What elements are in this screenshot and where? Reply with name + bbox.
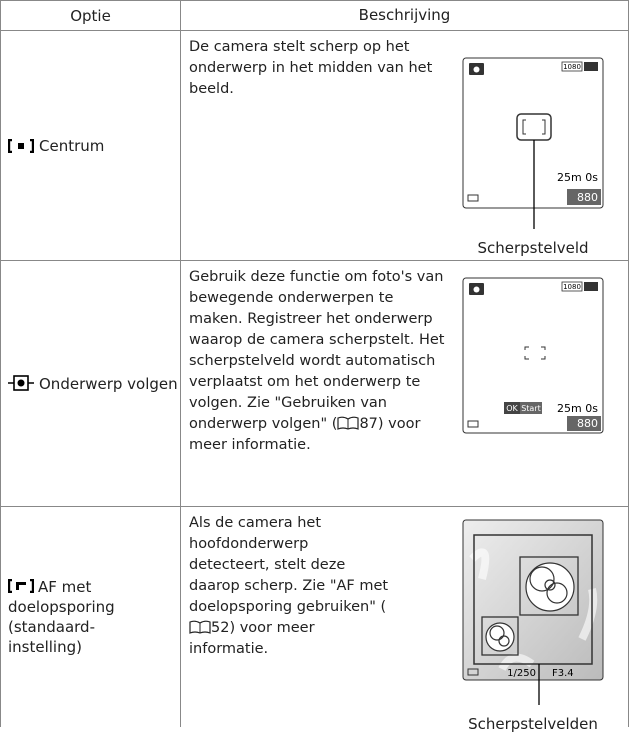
- remaining-time: 25m 0s: [557, 171, 598, 184]
- camera-screen: 1080 25m 0s 880: [462, 57, 604, 229]
- target-finding-icon: [7, 578, 35, 594]
- shots-remaining: 880: [577, 191, 598, 204]
- ok-button: OK: [506, 404, 518, 413]
- description-text: Gebruik deze functie om foto's van beweg…: [189, 269, 445, 432]
- book-icon: [189, 620, 211, 634]
- description-cell: 1080 OK Start 25m 0s 880 Gebruik deze fu…: [181, 261, 628, 506]
- figure: 1080 OK Start 25m 0s 880: [458, 277, 608, 444]
- figure: 1/250 F3.4 Scherpstelvelden: [458, 519, 608, 735]
- resolution: 1080: [563, 63, 581, 71]
- header-option: Optie: [1, 1, 181, 30]
- table-header: Optie Beschrijving: [0, 0, 629, 31]
- option-text: Centrum: [39, 136, 105, 155]
- figure-caption: Scherpstelveld: [477, 239, 589, 257]
- description-cell: 1080 25m 0s 880 Scherpstelveld De camera…: [181, 31, 628, 260]
- option-cell: AF met doelopsporing (standaard-instelli…: [1, 507, 181, 727]
- remaining-time: 25m 0s: [557, 402, 598, 415]
- shutter-speed: 1/250: [507, 668, 536, 679]
- description-text: Als de camera het hoofdonderwerp detecte…: [189, 515, 389, 615]
- shots-remaining: 880: [577, 417, 598, 430]
- table-row: AF met doelopsporing (standaard-instelli…: [0, 507, 629, 733]
- table-row: Centrum 1080 25m 0s 880 Sche: [0, 31, 629, 261]
- subject-tracking-icon: [8, 374, 34, 391]
- description-text: 52) voor meer informatie.: [189, 620, 315, 657]
- resolution: 1080: [563, 283, 581, 291]
- option-cell: Centrum: [1, 31, 181, 260]
- start-label: Start: [521, 404, 541, 413]
- book-icon: [337, 416, 360, 430]
- aperture: F3.4: [552, 668, 574, 679]
- option-text: AF met doelopsporing (standaard-instelli…: [8, 578, 115, 656]
- header-description: Beschrijving: [358, 6, 451, 24]
- description-text: De camera stelt scherp op het onderwerp …: [189, 39, 433, 97]
- center-icon: [8, 138, 34, 153]
- description-text: 87) voor meer informatie.: [189, 416, 421, 453]
- table-row: Onderwerp volgen 1080 OK Start 25m 0s: [0, 261, 629, 507]
- camera-screen: 1080 OK Start 25m 0s 880: [462, 277, 604, 434]
- option-text: Onderwerp volgen: [39, 374, 178, 393]
- description-cell: 1/250 F3.4 Scherpstelvelden Als de camer…: [181, 507, 628, 733]
- option-cell: Onderwerp volgen: [1, 261, 181, 506]
- figure: 1080 25m 0s 880 Scherpstelveld: [458, 57, 608, 259]
- camera-screen: 1/250 F3.4: [462, 519, 604, 705]
- figure-caption: Scherpstelvelden: [468, 715, 598, 733]
